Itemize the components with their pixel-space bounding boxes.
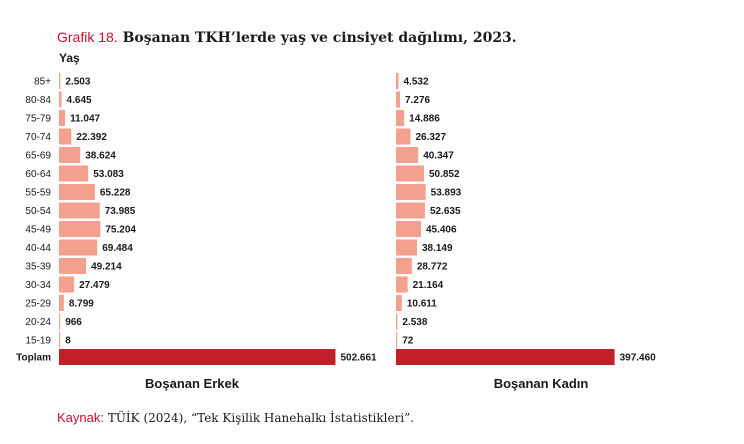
bar-female-80-84	[396, 91, 401, 108]
panel-title-male: Boşanan Erkek	[145, 376, 239, 391]
value-label-female-30-34: 21.164	[413, 280, 444, 291]
figure-number: Grafik 18.	[57, 29, 118, 45]
source-label: Kaynak:	[57, 410, 104, 425]
bar-female-65-69	[396, 147, 419, 163]
bar-male-45-49	[59, 221, 101, 237]
bar-male-75-79	[59, 110, 66, 126]
value-label-male-80-84: 4.645	[67, 95, 92, 106]
bar-female-40-44	[396, 239, 417, 256]
bar-female-75-79	[396, 110, 405, 126]
value-label-female-70-74: 26.327	[415, 132, 446, 143]
value-label-female-50-54: 52.635	[430, 206, 461, 217]
bar-female-20-24	[396, 313, 398, 330]
value-label-female-75-79: 14.886	[409, 114, 440, 125]
bar-male-60-64	[59, 165, 89, 182]
bar-female-85plus	[396, 73, 399, 89]
age-axis-title: Yaş	[59, 51, 80, 65]
category-label-35-39: 35-39	[25, 262, 51, 273]
value-label-female-55-59: 53.893	[431, 188, 462, 199]
bar-male-25-29	[59, 295, 64, 311]
value-label-male-55-59: 65.228	[100, 188, 131, 199]
category-label-70-74: 70-74	[25, 132, 51, 143]
value-label-female-20-24: 2.538	[402, 317, 427, 328]
value-label-female-15-19: 72	[402, 336, 414, 347]
bar-female-15-19	[396, 332, 398, 348]
source-text: TÜİK (2024), “Tek Kişilik Hanehalkı İsta…	[107, 411, 415, 425]
value-label-male-40-44: 69.484	[102, 243, 133, 254]
value-label-female-total: 397.460	[620, 353, 657, 364]
bar-male-40-44	[59, 239, 98, 256]
value-label-female-80-84: 7.276	[405, 95, 430, 106]
bar-male-80-84	[59, 91, 62, 108]
category-label-65-69: 65-69	[25, 151, 51, 162]
bar-male-50-54	[59, 202, 100, 219]
category-label-25-29: 25-29	[25, 299, 51, 310]
category-label-55-59: 55-59	[25, 188, 51, 199]
bar-male-70-74	[59, 128, 72, 145]
bar-male-30-34	[59, 276, 75, 293]
value-label-male-15-19: 8	[65, 336, 71, 347]
bar-male-65-69	[59, 147, 81, 163]
bar-female-35-39	[396, 258, 412, 274]
bar-male-20-24	[59, 313, 61, 330]
category-label-30-34: 30-34	[25, 280, 51, 291]
figure-title: Grafik 18. Boşanan TKH’lerde yaş ve cins…	[57, 29, 517, 46]
category-label-40-44: 40-44	[25, 243, 51, 254]
value-label-male-35-39: 49.214	[91, 262, 122, 273]
panel-title-female: Boşanan Kadın	[493, 376, 589, 391]
value-label-female-85plus: 4.532	[403, 77, 428, 88]
category-label-20-24: 20-24	[25, 317, 51, 328]
bar-female-30-34	[396, 276, 408, 293]
bar-female-50-54	[396, 202, 425, 219]
category-label-15-19: 15-19	[25, 336, 51, 347]
value-label-male-30-34: 27.479	[79, 280, 110, 291]
bar-female-55-59	[396, 184, 426, 200]
value-label-male-65-69: 38.624	[85, 151, 116, 162]
category-label-45-49: 45-49	[25, 225, 51, 236]
value-label-female-25-29: 10.611	[407, 299, 437, 310]
bar-female-25-29	[396, 295, 402, 311]
source-note: Kaynak: TÜİK (2024), “Tek Kişilik Haneha…	[57, 410, 414, 425]
value-label-male-70-74: 22.392	[76, 132, 107, 143]
category-label-80-84: 80-84	[25, 95, 51, 106]
category-label-60-64: 60-64	[25, 169, 51, 180]
category-label-85plus: 85+	[34, 77, 51, 88]
value-label-female-35-39: 28.772	[417, 262, 448, 273]
value-label-male-20-24: 966	[65, 317, 82, 328]
value-label-male-60-64: 53.083	[93, 169, 124, 180]
category-label-50-54: 50-54	[25, 206, 51, 217]
value-label-female-40-44: 38.149	[422, 243, 453, 254]
bar-female-45-49	[396, 221, 421, 237]
bar-female-70-74	[396, 128, 411, 145]
bar-male-15-19	[59, 332, 61, 348]
value-label-male-45-49: 75.204	[105, 225, 136, 236]
value-label-male-50-54: 73.985	[105, 206, 136, 217]
bar-male-35-39	[59, 258, 87, 274]
value-label-female-60-64: 50.852	[429, 169, 460, 180]
bar-female-60-64	[396, 165, 424, 182]
value-label-female-65-69: 40.347	[423, 151, 454, 162]
figure-title-text: Boşanan TKH’lerde yaş ve cinsiyet dağılı…	[122, 30, 517, 46]
value-label-male-75-79: 11.047	[70, 114, 100, 125]
value-label-male-total: 502.661	[340, 353, 377, 364]
value-label-male-85plus: 2.503	[65, 77, 90, 88]
value-label-female-45-49: 45.406	[426, 225, 457, 236]
value-label-male-25-29: 8.799	[69, 299, 94, 310]
bar-male-total	[59, 349, 336, 365]
bar-male-85plus	[59, 73, 61, 89]
bar-male-55-59	[59, 184, 95, 200]
category-label-total: Toplam	[16, 353, 51, 364]
category-label-75-79: 75-79	[25, 114, 51, 125]
bar-female-total	[396, 349, 615, 365]
